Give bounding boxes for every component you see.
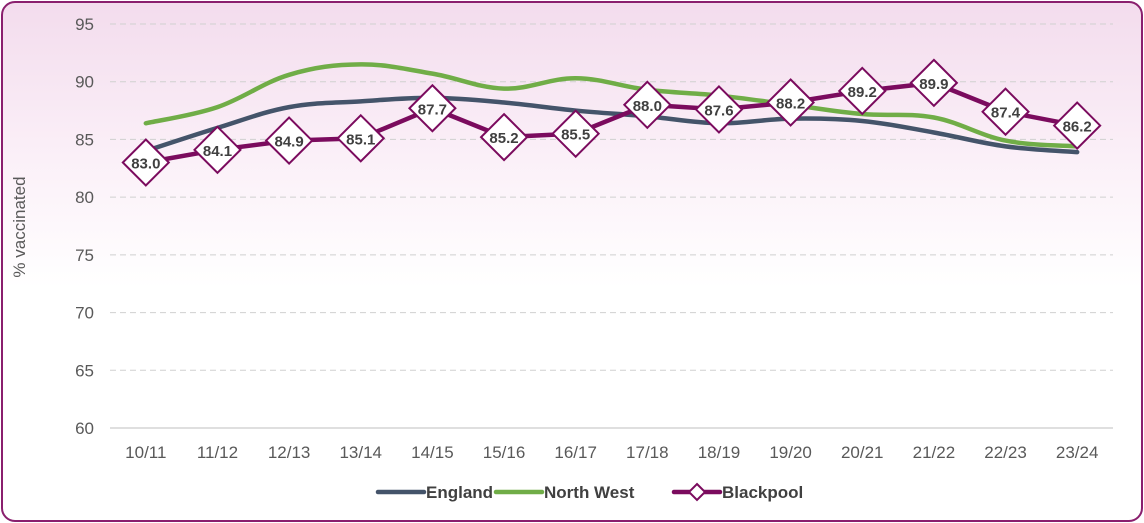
y-axis-label: % vaccinated: [10, 176, 29, 277]
x-tick-label: 21/22: [913, 443, 956, 462]
x-tick-label: 14/15: [411, 443, 454, 462]
legend: England North West Blackpool: [378, 483, 803, 502]
x-tick-label: 20/21: [841, 443, 884, 462]
data-label-blackpool: 85.2: [489, 130, 518, 147]
legend-marker-blackpool: [689, 484, 705, 500]
y-tick-label: 80: [75, 188, 94, 207]
y-tick-label: 85: [75, 130, 94, 149]
x-tick-label: 15/16: [483, 443, 526, 462]
x-tick-label: 12/13: [268, 443, 311, 462]
data-label-blackpool: 87.7: [418, 101, 447, 118]
x-tick-label: 11/12: [197, 443, 238, 462]
data-label-blackpool: 89.9: [919, 76, 948, 93]
legend-label-england: England: [426, 483, 493, 502]
line-chart: 60 65 70 75 80 85 90 95 10/11 11/12 12/13 13/14 14/…: [0, 0, 1144, 523]
y-tick-label: 90: [75, 73, 94, 92]
data-label-blackpool: 84.1: [203, 143, 232, 160]
x-tick-label: 22/23: [984, 443, 1027, 462]
data-label-blackpool: 87.6: [704, 102, 733, 119]
data-label-blackpool: 89.2: [848, 84, 877, 101]
data-label-blackpool: 88.2: [776, 95, 805, 112]
x-tick-label: 23/24: [1056, 443, 1099, 462]
data-label-blackpool: 85.1: [346, 131, 375, 148]
y-tick-label: 75: [75, 246, 94, 265]
y-tick-label: 60: [75, 419, 94, 438]
x-tick-label: 13/14: [339, 443, 382, 462]
data-label-blackpool: 86.2: [1063, 119, 1092, 136]
x-tick-label: 16/17: [554, 443, 597, 462]
legend-label-blackpool: Blackpool: [722, 483, 803, 502]
legend-label-north-west: North West: [544, 483, 635, 502]
x-tick-label: 19/20: [769, 443, 812, 462]
data-label-blackpool: 88.0: [633, 98, 662, 115]
y-tick-label: 95: [75, 15, 94, 34]
data-label-blackpool: 87.4: [991, 105, 1021, 122]
x-tick-label: 18/19: [698, 443, 741, 462]
data-label-blackpool: 83.0: [131, 156, 160, 173]
y-tick-label: 70: [75, 304, 94, 323]
x-tick-label: 10/11: [125, 443, 166, 462]
x-tick-label: 17/18: [626, 443, 669, 462]
y-tick-labels: 60 65 70 75 80 85 90 95: [75, 15, 94, 438]
y-tick-label: 65: [75, 361, 94, 380]
data-label-blackpool: 84.9: [275, 134, 304, 151]
x-tick-labels: 10/11 11/12 12/13 13/14 14/15 15/16 16/17 17/18…: [125, 443, 1098, 462]
data-label-blackpool: 85.5: [561, 127, 590, 144]
